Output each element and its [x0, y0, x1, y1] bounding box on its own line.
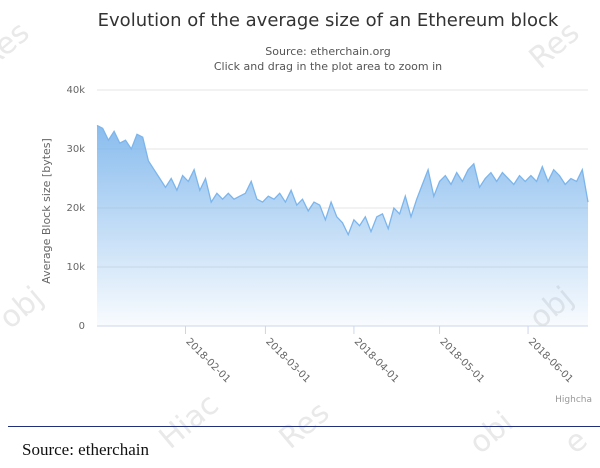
source-caption: Source: etherchain: [22, 440, 149, 459]
y-tick-label: 30k: [66, 144, 85, 155]
chart[interactable]: Evolution of the average size of an Ethe…: [0, 0, 600, 420]
y-axis: 0 10k 20k 30k 40k: [66, 85, 85, 332]
x-tick-label: 2018-06-01: [526, 336, 575, 385]
series-area[interactable]: [97, 125, 588, 327]
chart-subtitle-hint: Click and drag in the plot area to zoom …: [214, 60, 442, 73]
y-tick-label: 20k: [66, 203, 85, 214]
x-tick-label: 2018-02-01: [183, 336, 232, 385]
y-tick-label: 0: [79, 321, 85, 332]
watermark-text: e: [558, 422, 595, 461]
x-tick-label: 2018-04-01: [352, 336, 401, 385]
chart-title: Evolution of the average size of an Ethe…: [98, 10, 559, 31]
y-axis-label: Average Block size [bytes]: [40, 138, 53, 284]
divider-line: [8, 426, 600, 427]
y-tick-label: 10k: [66, 262, 85, 273]
series-line: [96, 124, 589, 237]
chart-credits[interactable]: Highcha: [555, 395, 592, 405]
chart-subtitle: Source: etherchain.org: [265, 45, 390, 58]
x-tick-label: 2018-05-01: [437, 336, 486, 385]
x-tick-label: 2018-03-01: [263, 336, 312, 385]
y-tick-label: 40k: [66, 85, 85, 96]
plot-area[interactable]: [96, 124, 589, 327]
x-axis: 2018-02-01 2018-03-01 2018-04-01 2018-05-01…: [97, 325, 588, 385]
